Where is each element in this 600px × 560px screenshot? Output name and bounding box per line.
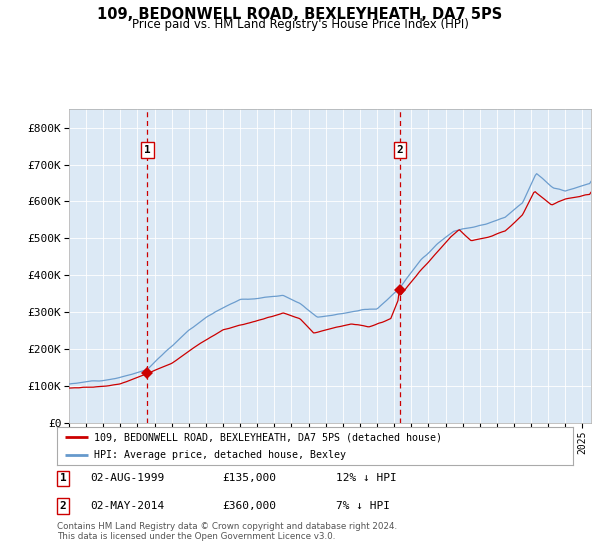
Text: HPI: Average price, detached house, Bexley: HPI: Average price, detached house, Bexl… (94, 450, 346, 460)
Text: 12% ↓ HPI: 12% ↓ HPI (335, 473, 397, 483)
Text: 109, BEDONWELL ROAD, BEXLEYHEATH, DA7 5PS: 109, BEDONWELL ROAD, BEXLEYHEATH, DA7 5P… (97, 7, 503, 22)
Text: £135,000: £135,000 (222, 473, 276, 483)
Text: Contains HM Land Registry data © Crown copyright and database right 2024.
This d: Contains HM Land Registry data © Crown c… (57, 522, 397, 542)
Text: 7% ↓ HPI: 7% ↓ HPI (335, 501, 389, 511)
Text: 2: 2 (397, 145, 403, 155)
Text: 109, BEDONWELL ROAD, BEXLEYHEATH, DA7 5PS (detached house): 109, BEDONWELL ROAD, BEXLEYHEATH, DA7 5P… (94, 432, 442, 442)
Text: 1: 1 (60, 473, 67, 483)
Text: 2: 2 (60, 501, 67, 511)
Text: 02-AUG-1999: 02-AUG-1999 (91, 473, 165, 483)
Text: Price paid vs. HM Land Registry's House Price Index (HPI): Price paid vs. HM Land Registry's House … (131, 18, 469, 31)
Text: £360,000: £360,000 (222, 501, 276, 511)
Text: 02-MAY-2014: 02-MAY-2014 (91, 501, 165, 511)
Text: 1: 1 (144, 145, 151, 155)
